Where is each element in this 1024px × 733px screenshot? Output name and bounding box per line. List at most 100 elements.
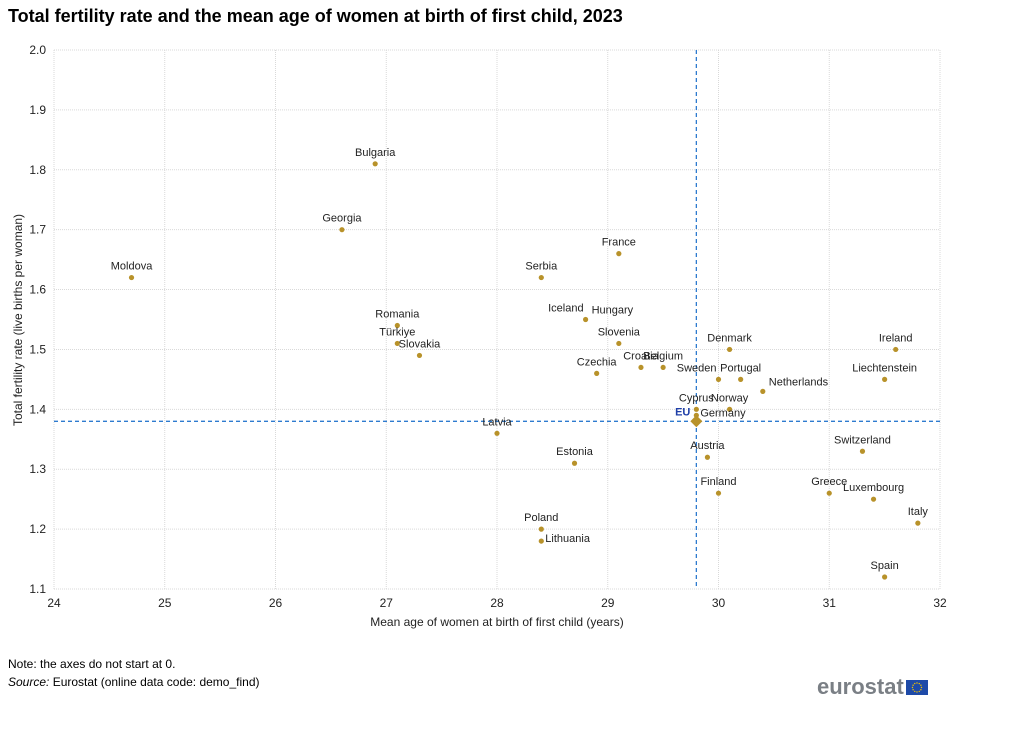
point-romania	[394, 322, 400, 329]
data-points	[128, 161, 921, 580]
flag-star	[913, 690, 916, 692]
label-italy: Italy	[908, 506, 929, 518]
point-ireland	[893, 346, 899, 353]
y-tick-label: 1.9	[29, 103, 46, 117]
flag-star	[916, 681, 918, 684]
grid	[53, 49, 941, 590]
y-tick-label: 1.2	[29, 522, 46, 536]
label-georgia: Georgia	[322, 213, 362, 225]
reference-lines	[54, 50, 940, 589]
label-greece: Greece	[811, 476, 847, 488]
label-hungary: Hungary	[592, 305, 634, 317]
source-label: Source:	[8, 675, 50, 689]
label-spain: Spain	[871, 560, 899, 572]
y-tick-label: 1.5	[29, 342, 46, 356]
point-lithuania	[538, 538, 544, 544]
x-tick-label: 25	[158, 596, 172, 610]
label-lithuania: Lithuania	[545, 533, 591, 545]
source-text: Eurostat (online data code: demo_find)	[49, 675, 260, 689]
point-spain	[882, 574, 888, 580]
flag-star	[912, 688, 914, 690]
point-austria	[704, 454, 711, 460]
label-eu: EU	[675, 406, 690, 418]
x-axis-label: Mean age of women at birth of first chil…	[370, 615, 623, 629]
flag-star	[918, 682, 920, 684]
label-iceland: Iceland	[548, 303, 583, 315]
point-netherlands	[760, 388, 766, 394]
label-denmark: Denmark	[707, 332, 752, 344]
point-poland	[538, 526, 544, 532]
flag-star	[916, 690, 918, 693]
logo-text: eurostat	[817, 674, 904, 699]
point-belgium	[660, 364, 666, 371]
x-tick-label: 32	[933, 596, 947, 610]
point-t-rkiye	[394, 340, 400, 347]
label-bulgaria: Bulgaria	[355, 147, 396, 159]
label-portugal: Portugal	[720, 362, 761, 374]
point-sweden	[715, 376, 722, 382]
eu-flag-icon	[905, 679, 928, 695]
point-finland	[715, 490, 722, 496]
point-cyprus	[693, 406, 699, 412]
label-moldova: Moldova	[111, 261, 153, 273]
point-denmark	[726, 346, 733, 353]
y-tick-label: 1.6	[29, 283, 46, 297]
label-estonia: Estonia	[556, 446, 594, 458]
point-slovakia	[416, 352, 423, 359]
label-netherlands: Netherlands	[769, 376, 829, 388]
x-tick-label: 30	[712, 596, 726, 610]
point-greece	[826, 490, 832, 496]
point-luxembourg	[870, 496, 877, 502]
flag-star	[920, 686, 922, 688]
label-germany: Germany	[700, 407, 746, 419]
y-tick-label: 1.1	[29, 582, 46, 596]
point-czechia	[594, 370, 600, 376]
y-axis-ticks: 1.1 1.2 1.3 1.4 1.5 1.6 1.7 1.8 1.9 2.0	[29, 43, 46, 596]
x-tick-label: 24	[47, 596, 61, 610]
label-luxembourg: Luxembourg	[843, 482, 904, 494]
label-romania: Romania	[375, 308, 420, 320]
flag-star	[919, 688, 922, 690]
eu-point	[690, 415, 703, 428]
label-france: France	[602, 237, 636, 249]
label-austria: Austria	[690, 440, 725, 452]
point-france	[616, 251, 622, 257]
point-portugal	[738, 376, 744, 382]
point-liechtenstein	[882, 376, 888, 382]
point-switzerland	[859, 448, 866, 454]
point-latvia	[494, 430, 500, 436]
x-tick-label: 28	[490, 596, 504, 610]
point-iceland	[583, 316, 589, 323]
label-belgium: Belgium	[643, 350, 683, 362]
label-norway: Norway	[711, 392, 749, 404]
y-tick-label: 1.4	[29, 402, 46, 416]
label-t-rkiye: Türkiye	[379, 326, 415, 338]
label-finland: Finland	[700, 476, 736, 488]
point-moldova	[128, 274, 135, 281]
flag-star	[919, 684, 922, 686]
y-axis-label: Total fertility rate (live births per wo…	[11, 214, 25, 426]
x-tick-label: 31	[823, 596, 837, 610]
y-tick-label: 2.0	[29, 43, 46, 57]
label-croatia: Croatia	[623, 350, 659, 362]
x-tick-label: 29	[601, 596, 615, 610]
point-slovenia	[616, 340, 622, 347]
point-croatia	[638, 364, 644, 371]
y-tick-label: 1.3	[29, 462, 46, 476]
point-estonia	[571, 460, 578, 466]
point-bulgaria	[372, 161, 378, 167]
point-italy	[915, 520, 921, 526]
label-ireland: Ireland	[879, 332, 913, 344]
footnote: Note: the axes do not start at 0.	[8, 657, 176, 671]
flag-star	[911, 686, 913, 688]
label-switzerland: Switzerland	[834, 434, 891, 446]
label-serbia: Serbia	[525, 261, 558, 273]
flag-star	[913, 682, 916, 684]
scatter-chart: 24 25 26 27 28 29 30 31 32 1.1 1.2 1.3 1.4 1.5 1.6 1.7…	[11, 43, 947, 629]
eurostat-logo: eurostat	[817, 674, 928, 700]
label-slovenia: Slovenia	[598, 326, 641, 338]
point-serbia	[538, 274, 544, 281]
flag-star	[918, 690, 920, 692]
label-cyprus: Cyprus	[679, 392, 714, 404]
point-norway	[726, 406, 733, 412]
